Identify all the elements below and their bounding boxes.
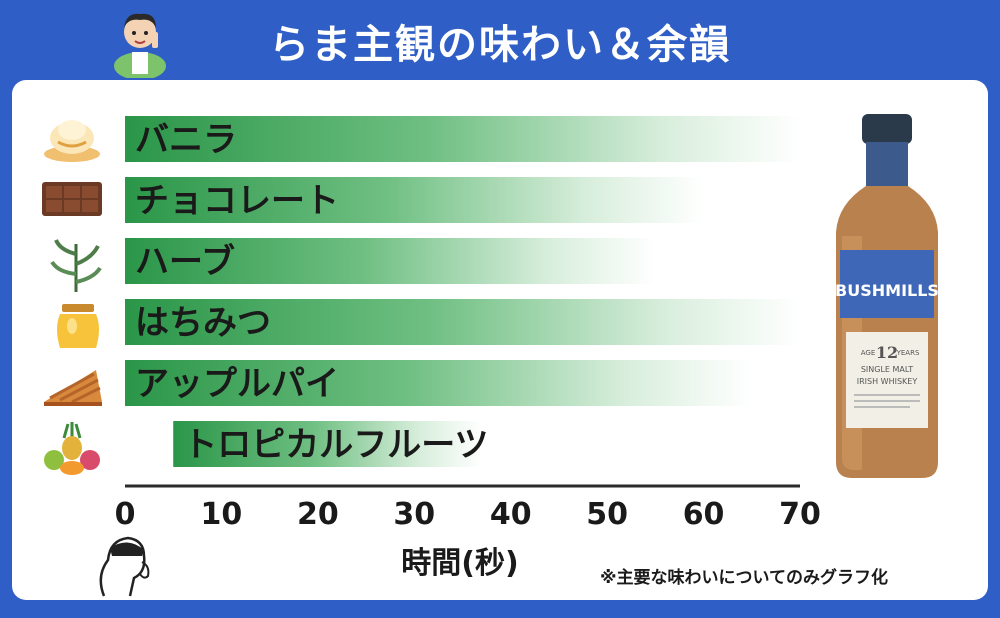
header-banner: らま主観の味わい＆余韻 <box>0 0 1000 80</box>
bottle-age-unit: YEARS <box>896 349 920 357</box>
x-tick-label-60: 60 <box>683 497 725 532</box>
bottle-age-word: AGE <box>861 349 876 357</box>
bar-1 <box>125 116 800 162</box>
bar-5 <box>125 360 752 406</box>
x-tick-label-40: 40 <box>490 497 532 532</box>
apple-pie-icon <box>44 370 102 406</box>
tropical-fruits-icon <box>44 422 100 475</box>
bar-label-5: アップルパイ <box>135 364 339 404</box>
vanilla-icecream-icon <box>44 120 100 162</box>
chocolate-icon <box>42 182 102 216</box>
whiskey-bottle-image: BUSHMILLS AGE 12 YEARS SINGLE MALT IRISH… <box>835 114 939 478</box>
x-tick-label-70: 70 <box>779 497 821 532</box>
avatar-icon <box>114 13 166 78</box>
bottle-style-line1: SINGLE MALT <box>861 365 913 374</box>
x-tick-label-0: 0 <box>115 497 136 532</box>
x-tick-label-10: 10 <box>201 497 243 532</box>
bar-label-2: チョコレート <box>135 181 339 221</box>
bottle-age: 12 <box>876 343 898 362</box>
x-tick-label-50: 50 <box>586 497 628 532</box>
honey-jar-icon <box>57 304 99 348</box>
page-title: らま主観の味わい＆余韻 <box>269 22 731 68</box>
bar-label-3: ハーブ <box>135 242 235 282</box>
bar-3 <box>125 238 656 284</box>
bar-2 <box>125 177 704 223</box>
bar-label-4: はちみつ <box>135 303 271 343</box>
bottle-style-line2: IRISH WHISKEY <box>857 377 918 386</box>
bar-label-1: バニラ <box>135 120 237 160</box>
bar-label-6: トロピカルフルーツ <box>183 425 488 465</box>
herb-icon <box>50 239 102 292</box>
footnote-text: ※主要な味わいについてのみグラフ化 <box>600 568 889 588</box>
bar-6 <box>173 421 482 467</box>
bottle-brand: BUSHMILLS <box>835 281 939 300</box>
x-tick-label-30: 30 <box>393 497 435 532</box>
bar-4 <box>125 299 800 345</box>
taster-sniffing-icon <box>99 536 150 597</box>
x-axis-title: 時間(秒) <box>401 546 519 581</box>
x-tick-label-20: 20 <box>297 497 339 532</box>
